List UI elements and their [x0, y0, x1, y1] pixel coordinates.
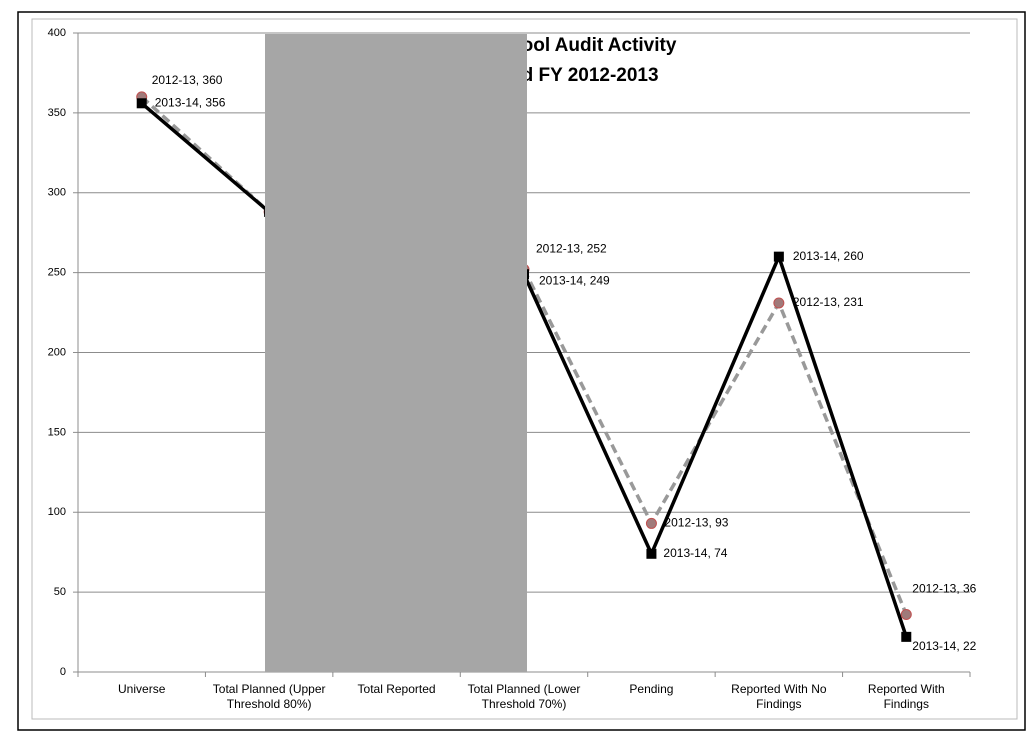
data-label: 2012-13, 252 — [536, 242, 607, 256]
series-line — [522, 251, 908, 638]
y-tick-label: 200 — [48, 346, 66, 358]
y-tick-label: 0 — [60, 666, 66, 678]
plot-border — [31, 18, 1018, 720]
x-tick-label: Reported With Findings — [867, 682, 945, 711]
data-label: 2013-14, 356 — [155, 95, 226, 109]
data-label: 2013-14, 22 — [912, 639, 976, 653]
point — [901, 631, 912, 642]
data-label: 2013-14, 74 — [663, 546, 727, 560]
data-label: 2013-14, 249 — [539, 273, 610, 287]
chart-border — [17, 11, 1026, 731]
y-tick-label: 50 — [54, 586, 66, 598]
point — [773, 251, 784, 262]
series-line — [140, 101, 271, 214]
x-tick-label: Pending — [629, 682, 674, 696]
redaction-box — [265, 34, 527, 672]
data-label: 2012-13, 231 — [793, 295, 864, 309]
x-tick-label: Total Planned (Lower Threshold 70%) — [467, 682, 581, 711]
x-tick-label: Universe — [118, 682, 166, 696]
point — [646, 548, 657, 559]
chart-title: nd FY 2012-2013 — [510, 65, 659, 86]
y-tick-label: 350 — [48, 107, 66, 119]
series-line — [522, 268, 908, 616]
y-tick-label: 250 — [48, 267, 66, 279]
y-tick-label: 400 — [48, 27, 66, 39]
point — [645, 517, 657, 529]
y-tick-label: 100 — [48, 506, 66, 518]
data-label: 2012-13, 93 — [664, 516, 728, 530]
chart-title: hool Audit Activity — [510, 35, 677, 56]
y-tick-label: 300 — [48, 187, 66, 199]
point — [900, 608, 912, 620]
y-tick-label: 150 — [48, 426, 66, 438]
data-label: 2012-13, 36 — [912, 582, 976, 596]
x-tick-label: Total Planned (Upper Threshold 80%) — [212, 682, 326, 711]
x-tick-label: Total Reported — [357, 682, 436, 696]
data-label: 2012-13, 360 — [152, 73, 223, 87]
point — [773, 297, 785, 309]
data-label: 2013-14, 260 — [793, 249, 864, 263]
point — [136, 98, 147, 109]
x-tick-label: Reported With No Findings — [731, 682, 827, 711]
